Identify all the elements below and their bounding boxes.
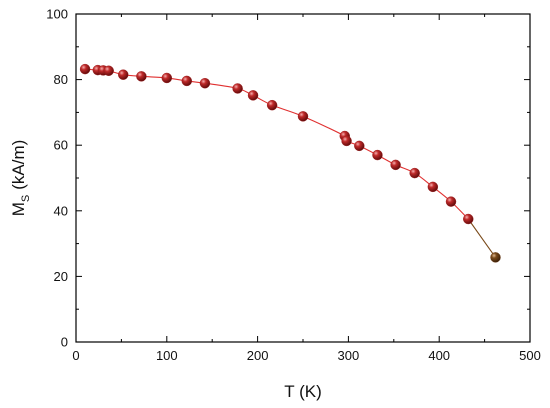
data-point [463, 213, 474, 225]
y-tick-label: 60 [54, 138, 68, 153]
data-point [232, 83, 243, 94]
axis-ticks [75, 13, 531, 343]
fit-curve-tail [467, 218, 496, 258]
y-tick-labels: 0 20 40 60 80 100 [46, 7, 68, 350]
data-point [247, 90, 259, 101]
data-point [445, 196, 457, 207]
data-point [79, 63, 91, 75]
data-point [181, 75, 192, 87]
data-point [136, 71, 147, 82]
data-point [490, 252, 501, 263]
data-point [354, 140, 365, 152]
data-point [266, 99, 278, 111]
data-point [161, 72, 173, 84]
x-tick-label: 500 [519, 348, 541, 363]
data-point [372, 149, 383, 161]
x-axis-title: T (K) [284, 382, 321, 401]
data-point [341, 135, 352, 147]
data-point [390, 159, 401, 171]
x-tick-label: 200 [247, 348, 269, 363]
y-tick-label: 80 [54, 72, 68, 87]
data-point [103, 65, 114, 76]
data-point [199, 78, 211, 89]
y-axis-title: MS (kA/m) [9, 140, 32, 217]
data-point [297, 111, 309, 122]
x-tick-label: 100 [156, 348, 178, 363]
y-tick-label: 20 [54, 269, 68, 284]
x-tick-label: 300 [338, 348, 360, 363]
data-points [79, 63, 501, 263]
y-axis-title-main: M [9, 202, 28, 216]
x-tick-label: 0 [72, 348, 79, 363]
x-tick-label: 400 [428, 348, 450, 363]
plot-frame [75, 13, 531, 343]
data-point [118, 69, 129, 80]
y-axis-title-subscript: S [20, 195, 32, 202]
y-tick-label: 40 [54, 203, 68, 218]
x-tick-labels: 0 100 200 300 400 500 [72, 348, 540, 363]
fit-curve [85, 68, 469, 220]
data-point [427, 181, 439, 193]
y-axis-title-unit: (kA/m) [9, 140, 28, 190]
y-tick-label: 100 [46, 7, 68, 22]
y-tick-label: 0 [61, 335, 68, 350]
data-point [409, 167, 420, 179]
